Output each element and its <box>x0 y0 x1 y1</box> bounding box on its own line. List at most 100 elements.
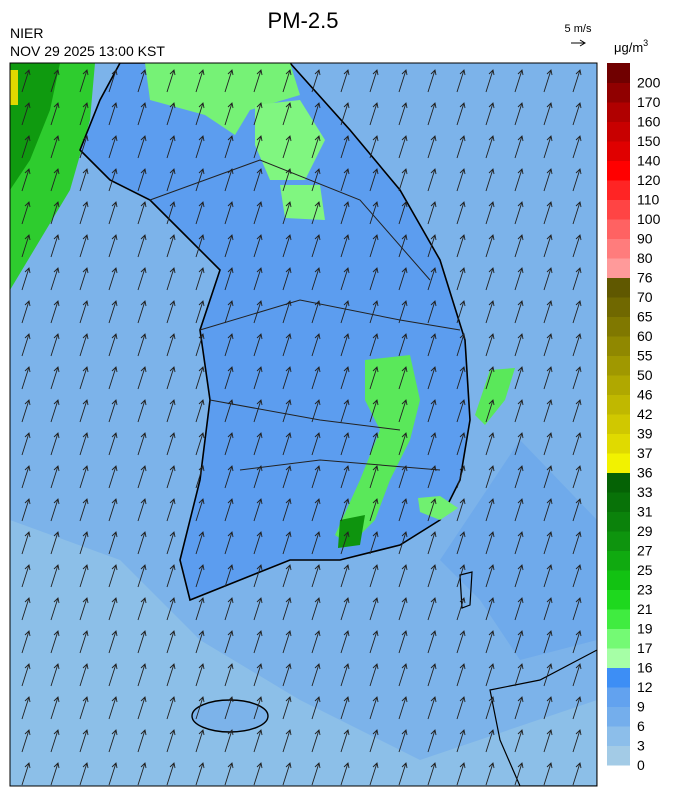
colorbar-band <box>607 219 630 239</box>
wind-arrow <box>369 630 379 654</box>
wind-arrow <box>485 300 495 324</box>
colorbar-band <box>607 550 630 571</box>
wind-arrow <box>427 597 437 621</box>
wind-arrow <box>137 333 147 357</box>
wind-arrow <box>514 498 524 522</box>
wind-arrow <box>21 201 31 225</box>
wind-arrow <box>514 663 524 687</box>
wind-arrow <box>282 69 292 93</box>
wind-arrow <box>572 498 582 522</box>
wind-arrow <box>282 465 292 489</box>
sea-east <box>440 440 597 660</box>
colorbar-band <box>607 375 630 395</box>
wind-arrow <box>456 564 466 588</box>
wind-arrow <box>108 102 118 126</box>
wind-arrow <box>253 762 263 786</box>
wind-arrow <box>485 399 495 423</box>
wind-arrow <box>21 432 31 456</box>
wind-arrow <box>572 267 582 291</box>
wind-arrow <box>50 234 60 258</box>
colorbar-band <box>607 414 630 434</box>
colorbar-band <box>607 141 630 161</box>
wind-arrow <box>572 399 582 423</box>
wind-arrow <box>224 465 234 489</box>
wind-arrow <box>21 597 31 621</box>
wind-arrow <box>195 300 205 324</box>
wind-arrow <box>108 135 118 159</box>
wind-arrow <box>572 201 582 225</box>
wind-arrow <box>137 102 147 126</box>
wind-arrow <box>79 597 89 621</box>
wind-arrow <box>253 366 263 390</box>
wind-arrow <box>253 168 263 192</box>
wind-arrow <box>253 498 263 522</box>
green-patch-east-coast <box>475 368 515 425</box>
wind-arrow <box>166 267 176 291</box>
wind-arrow <box>427 762 437 786</box>
wind-arrow <box>166 333 176 357</box>
wind-arrow <box>427 333 437 357</box>
wind-arrow <box>514 597 524 621</box>
wind-arrow <box>543 432 553 456</box>
wind-arrow <box>456 498 466 522</box>
wind-field <box>21 69 582 786</box>
colorbar-label: 23 <box>637 582 653 598</box>
wind-arrow <box>311 201 321 225</box>
wind-arrow <box>282 663 292 687</box>
wind-arrow <box>543 201 553 225</box>
colorbar-band <box>607 589 630 610</box>
wind-arrow <box>427 366 437 390</box>
wind-arrow <box>311 729 321 753</box>
wind-arrow <box>543 102 553 126</box>
wind-arrow <box>427 564 437 588</box>
wind-arrow <box>398 498 408 522</box>
wind-arrow <box>224 69 234 93</box>
wind-arrow <box>398 333 408 357</box>
wind-arrow <box>427 465 437 489</box>
wind-arrow <box>21 762 31 786</box>
wind-arrow <box>108 663 118 687</box>
wind-arrow <box>340 201 350 225</box>
wind-arrow <box>340 465 350 489</box>
wind-arrow <box>485 168 495 192</box>
timestamp: NOV 29 2025 13:00 KST <box>10 43 165 59</box>
wind-arrow <box>224 498 234 522</box>
wind-arrow <box>543 630 553 654</box>
wind-arrow <box>427 630 437 654</box>
wind-arrow <box>253 234 263 258</box>
wind-arrow <box>108 564 118 588</box>
wind-arrow <box>79 234 89 258</box>
wind-arrow <box>50 498 60 522</box>
wind-arrow <box>485 201 495 225</box>
wind-arrow <box>514 300 524 324</box>
unit-base: μg/m <box>614 40 643 55</box>
wind-arrow <box>224 300 234 324</box>
wind-arrow <box>224 630 234 654</box>
wind-arrow <box>253 102 263 126</box>
wind-arrow <box>514 333 524 357</box>
wind-arrow <box>137 234 147 258</box>
wind-arrow <box>340 366 350 390</box>
wind-arrow <box>456 597 466 621</box>
wind-arrow <box>50 201 60 225</box>
wind-arrow <box>282 300 292 324</box>
wind-arrow <box>108 630 118 654</box>
wind-arrow <box>137 135 147 159</box>
wind-arrow <box>282 399 292 423</box>
wind-arrow <box>456 465 466 489</box>
colorbar-label: 70 <box>637 289 653 305</box>
wind-arrow <box>50 102 60 126</box>
wind-arrow <box>195 234 205 258</box>
wind-arrow <box>253 696 263 720</box>
colorbar-band <box>607 277 630 298</box>
wind-arrow <box>369 498 379 522</box>
wind-arrow <box>369 234 379 258</box>
wind-arrow <box>398 630 408 654</box>
wind-arrow <box>282 498 292 522</box>
wind-arrow <box>195 597 205 621</box>
colorbar-label: 110 <box>637 192 660 208</box>
wind-arrow <box>340 333 350 357</box>
dark-green-patch <box>338 515 365 548</box>
wind-arrow <box>224 663 234 687</box>
wind-arrow <box>514 234 524 258</box>
